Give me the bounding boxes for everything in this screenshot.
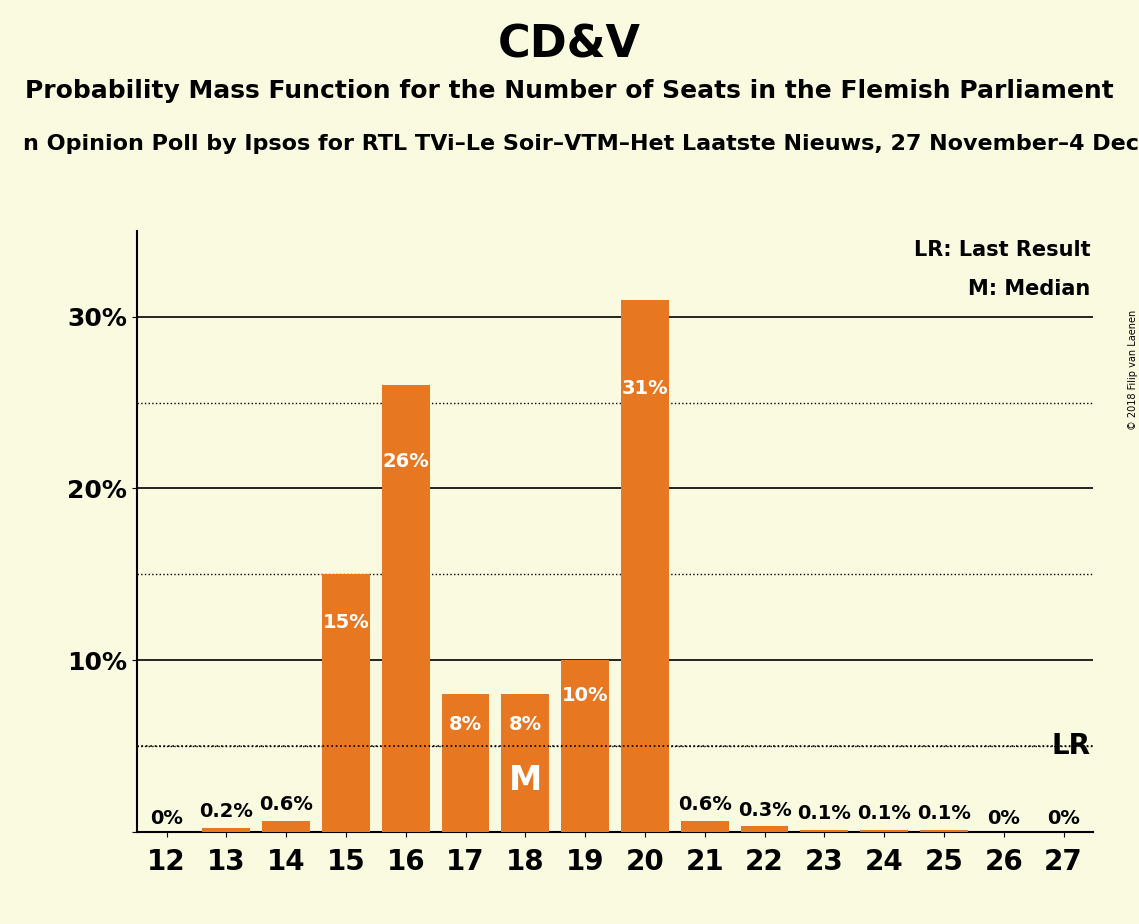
Text: 15%: 15% bbox=[322, 613, 369, 632]
Text: 8%: 8% bbox=[449, 715, 482, 734]
Text: 0%: 0% bbox=[150, 809, 183, 828]
Bar bbox=[203, 828, 251, 832]
Text: 0.1%: 0.1% bbox=[797, 804, 851, 823]
Text: 10%: 10% bbox=[562, 686, 608, 705]
Bar bbox=[501, 694, 549, 832]
Text: 0%: 0% bbox=[988, 809, 1021, 828]
Bar bbox=[681, 821, 729, 832]
Text: © 2018 Filip van Laenen: © 2018 Filip van Laenen bbox=[1129, 310, 1138, 430]
Bar bbox=[740, 826, 788, 832]
Text: CD&V: CD&V bbox=[498, 23, 641, 67]
Text: 8%: 8% bbox=[509, 715, 542, 734]
Bar bbox=[801, 830, 849, 832]
Bar bbox=[442, 694, 490, 832]
Text: 0%: 0% bbox=[1047, 809, 1080, 828]
Text: 0.1%: 0.1% bbox=[917, 804, 970, 823]
Text: Probability Mass Function for the Number of Seats in the Flemish Parliament: Probability Mass Function for the Number… bbox=[25, 79, 1114, 103]
Text: 31%: 31% bbox=[622, 380, 669, 398]
Bar bbox=[621, 299, 669, 832]
Bar bbox=[322, 574, 370, 832]
Text: 26%: 26% bbox=[383, 453, 429, 471]
Text: n Opinion Poll by Ipsos for RTL TVi–Le Soir–VTM–Het Laatste Nieuws, 27 November–: n Opinion Poll by Ipsos for RTL TVi–Le S… bbox=[23, 134, 1139, 154]
Text: 0.6%: 0.6% bbox=[678, 796, 731, 814]
Text: 0.3%: 0.3% bbox=[738, 800, 792, 820]
Text: 0.2%: 0.2% bbox=[199, 802, 253, 821]
Bar bbox=[382, 385, 429, 832]
Text: LR: Last Result: LR: Last Result bbox=[913, 239, 1090, 260]
Text: 0.6%: 0.6% bbox=[260, 796, 313, 814]
Bar bbox=[920, 830, 968, 832]
Text: M: M bbox=[509, 764, 542, 797]
Bar bbox=[562, 660, 609, 832]
Bar bbox=[860, 830, 908, 832]
Text: M: Median: M: Median bbox=[968, 279, 1090, 299]
Text: 0.1%: 0.1% bbox=[858, 804, 911, 823]
Text: LR: LR bbox=[1051, 732, 1090, 760]
Bar bbox=[262, 821, 310, 832]
